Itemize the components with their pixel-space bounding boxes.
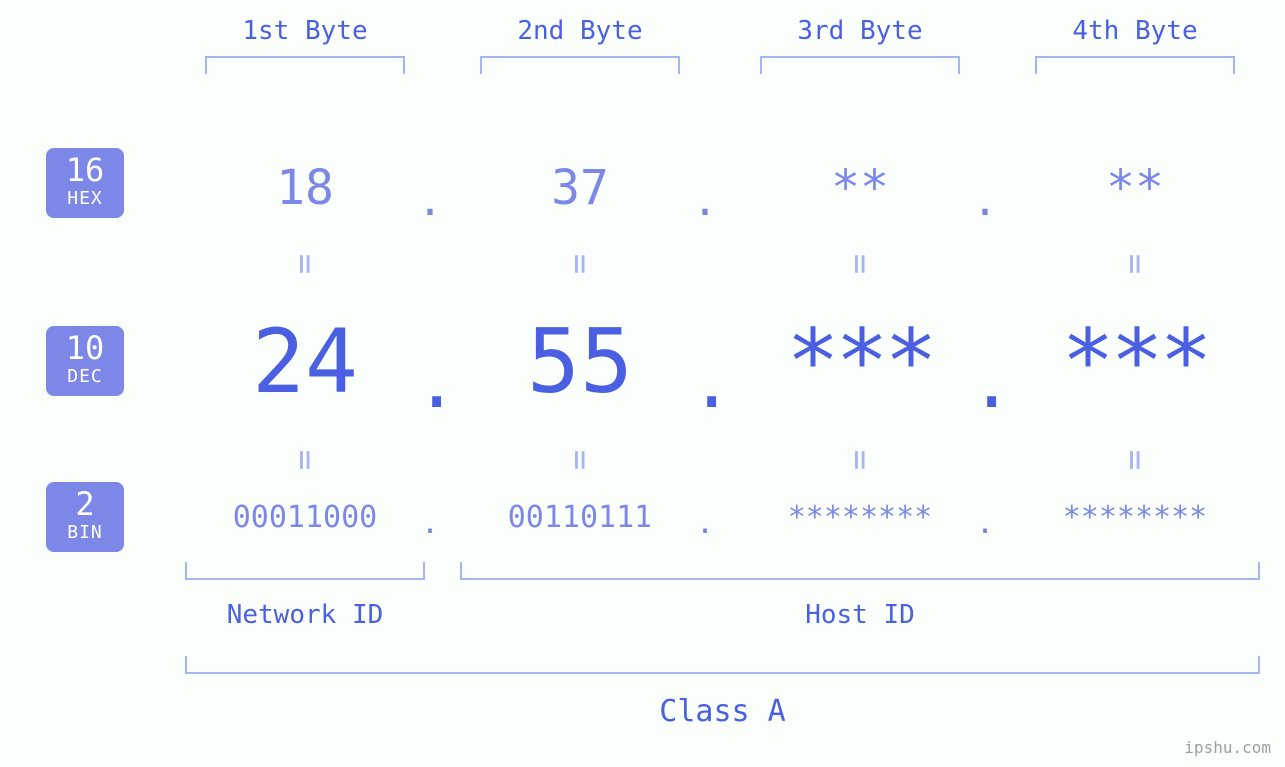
dec-byte-4: *** bbox=[1005, 310, 1265, 413]
equals-lower-1: = bbox=[285, 440, 325, 480]
header-byte-1: 1st Byte bbox=[180, 16, 430, 46]
class-bracket bbox=[185, 656, 1260, 674]
dec-byte-1: 24 bbox=[175, 310, 435, 413]
header-byte-3: 3rd Byte bbox=[735, 16, 985, 46]
bin-dot-2: . bbox=[690, 506, 720, 541]
hex-byte-4: ** bbox=[1005, 160, 1265, 216]
hex-byte-1: 18 bbox=[175, 160, 435, 216]
equals-upper-3: = bbox=[840, 244, 880, 284]
header-bracket-2 bbox=[480, 56, 680, 74]
badge-dec-label: DEC bbox=[46, 366, 124, 388]
bin-dot-3: . bbox=[970, 506, 1000, 541]
header-bracket-4 bbox=[1035, 56, 1235, 74]
equals-lower-3: = bbox=[840, 440, 880, 480]
class-label: Class A bbox=[185, 694, 1260, 729]
dec-byte-3: *** bbox=[730, 310, 990, 413]
host-id-label: Host ID bbox=[460, 600, 1260, 630]
network-id-bracket bbox=[185, 562, 425, 580]
host-id-bracket bbox=[460, 562, 1260, 580]
equals-upper-2: = bbox=[560, 244, 600, 284]
equals-upper-4: = bbox=[1115, 244, 1155, 284]
dec-byte-2: 55 bbox=[450, 310, 710, 413]
watermark: ipshu.com bbox=[1184, 738, 1271, 757]
bin-byte-2: 00110111 bbox=[450, 500, 710, 535]
equals-upper-1: = bbox=[285, 244, 325, 284]
badge-bin: 2 BIN bbox=[46, 482, 124, 552]
badge-dec: 10 DEC bbox=[46, 326, 124, 396]
badge-dec-base: 10 bbox=[46, 332, 124, 364]
badge-hex-label: HEX bbox=[46, 188, 124, 210]
equals-lower-2: = bbox=[560, 440, 600, 480]
bin-dot-1: . bbox=[415, 506, 445, 541]
dec-dot-1: . bbox=[415, 340, 445, 424]
hex-dot-3: . bbox=[970, 176, 1000, 225]
hex-dot-1: . bbox=[415, 176, 445, 225]
equals-lower-4: = bbox=[1115, 440, 1155, 480]
header-bracket-1 bbox=[205, 56, 405, 74]
bin-byte-4: ******** bbox=[1005, 500, 1265, 535]
header-bracket-3 bbox=[760, 56, 960, 74]
network-id-label: Network ID bbox=[185, 600, 425, 630]
badge-bin-base: 2 bbox=[46, 488, 124, 520]
dec-dot-2: . bbox=[690, 340, 720, 424]
header-byte-4: 4th Byte bbox=[1010, 16, 1260, 46]
bin-byte-1: 00011000 bbox=[175, 500, 435, 535]
ip-bytes-diagram: 1st Byte 2nd Byte 3rd Byte 4th Byte 16 H… bbox=[0, 0, 1285, 767]
badge-bin-label: BIN bbox=[46, 522, 124, 544]
header-byte-2: 2nd Byte bbox=[455, 16, 705, 46]
badge-hex-base: 16 bbox=[46, 154, 124, 186]
badge-hex: 16 HEX bbox=[46, 148, 124, 218]
hex-byte-2: 37 bbox=[450, 160, 710, 216]
hex-dot-2: . bbox=[690, 176, 720, 225]
bin-byte-3: ******** bbox=[730, 500, 990, 535]
dec-dot-3: . bbox=[970, 340, 1000, 424]
hex-byte-3: ** bbox=[730, 160, 990, 216]
